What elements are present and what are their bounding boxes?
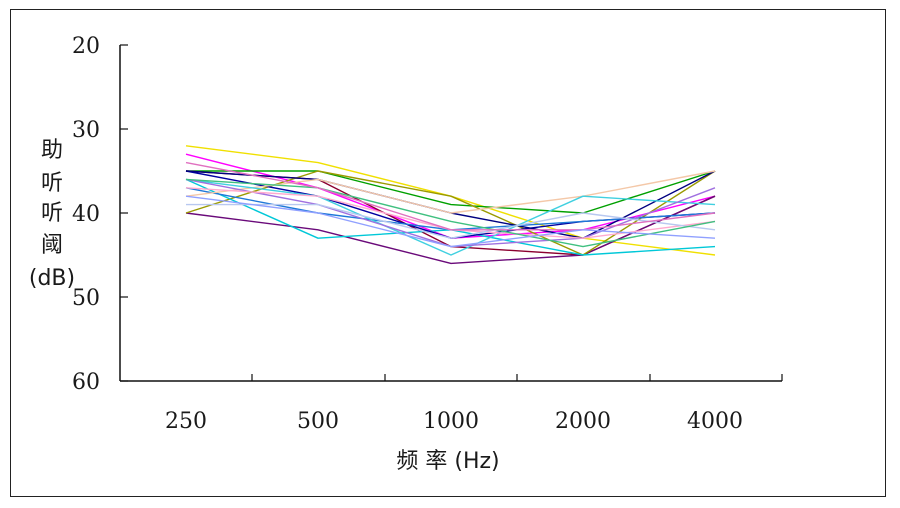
series-line-17 bbox=[185, 161, 716, 231]
x-tick-label: 1000 bbox=[423, 409, 479, 434]
series-line-7 bbox=[185, 178, 716, 256]
y-axis-title-line: 阈 bbox=[41, 233, 63, 258]
y-tick-label: 20 bbox=[72, 34, 100, 59]
y-tick-label: 40 bbox=[72, 202, 100, 227]
series-line-18 bbox=[185, 195, 716, 248]
y-axis-title-line: 助 bbox=[41, 138, 63, 163]
x-axis-title: 频 率 (Hz) bbox=[396, 449, 499, 474]
series-line-16 bbox=[185, 178, 716, 248]
y-axis-title-line: 听 bbox=[41, 171, 63, 196]
y-tick-label: 50 bbox=[72, 286, 100, 311]
axes bbox=[119, 44, 783, 382]
x-tick-label: 2000 bbox=[555, 409, 611, 434]
series-layer bbox=[185, 145, 716, 265]
y-axis-title-line: (dB) bbox=[29, 266, 75, 291]
x-tick-label: 4000 bbox=[687, 409, 743, 434]
y-axis-title-line: 听 bbox=[41, 201, 63, 226]
series-line-12 bbox=[185, 178, 716, 256]
series-line-15 bbox=[186, 203, 716, 239]
series-line-5 bbox=[185, 195, 716, 265]
x-tick-label: 500 bbox=[297, 409, 339, 434]
y-tick-label: 30 bbox=[72, 118, 100, 143]
x-tick-label: 250 bbox=[165, 409, 207, 434]
y-tick-label: 60 bbox=[72, 370, 100, 395]
